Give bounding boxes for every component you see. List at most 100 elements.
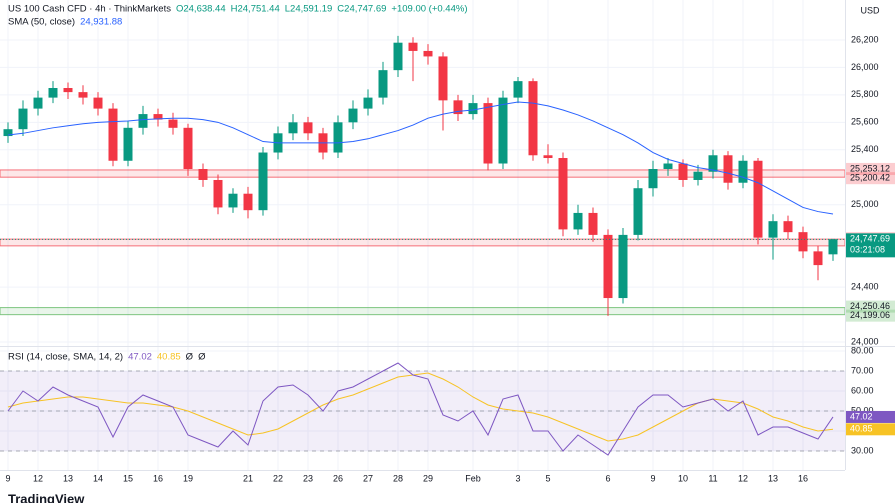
time-label: 14 <box>93 473 103 483</box>
candle-body <box>243 193 253 211</box>
time-label: 19 <box>183 473 193 483</box>
rsi-tick-label: 80.00 <box>851 345 874 355</box>
price-tick-label: 25,400 <box>851 144 879 154</box>
last-price-label: 24,747.69 <box>850 234 890 244</box>
candle-body <box>18 108 28 130</box>
zone-label: 25,200.42 <box>850 173 890 183</box>
candle-body <box>288 122 298 134</box>
rsi-tick-label: 60.00 <box>851 385 874 395</box>
time-label: 13 <box>63 473 73 483</box>
candle-body <box>363 97 373 109</box>
price-tick-label: 25,800 <box>851 89 879 99</box>
candle-body <box>453 100 463 115</box>
rsi-legend-extra: Ø <box>186 352 194 363</box>
candle-body <box>108 108 118 161</box>
rsi-band <box>0 371 845 451</box>
candle-body <box>813 251 823 266</box>
candle-body <box>393 42 403 71</box>
price-tick-label: 26,000 <box>851 62 879 72</box>
candle-body <box>603 234 613 299</box>
rsi-legend-extra: Ø <box>198 352 206 363</box>
rsi-badge <box>846 410 895 423</box>
rsi-badge-label: 47.02 <box>850 411 873 421</box>
candle-body <box>483 103 493 164</box>
candle-body <box>783 221 793 233</box>
candle-body <box>678 163 688 180</box>
candle-body <box>663 163 673 169</box>
candle-body <box>348 108 358 123</box>
time-label: 26 <box>333 473 343 483</box>
price-tick-label: 25,600 <box>851 117 879 127</box>
candle-body <box>78 92 88 98</box>
candle-body <box>3 129 13 137</box>
candle-body <box>408 42 418 51</box>
time-label: 9 <box>5 473 10 483</box>
candle-body <box>138 114 148 128</box>
time-label: 11 <box>708 473 717 483</box>
rsi-badge <box>846 423 895 436</box>
rsi-line <box>7 372 834 442</box>
candle-body <box>513 81 523 98</box>
candle-body <box>213 179 223 208</box>
rsi-line <box>7 362 834 456</box>
time-label: 5 <box>545 473 550 483</box>
ohlc-value: O24,638.44 <box>176 4 226 15</box>
zone-label: 24,199.06 <box>850 310 890 320</box>
countdown: 03:21:08 <box>850 245 885 255</box>
time-label: 21 <box>243 473 253 483</box>
time-label: 23 <box>303 473 313 483</box>
candle-body <box>693 171 703 180</box>
instrument-title: US 100 Cash CFD · 4h · ThinkMarkets <box>8 4 171 15</box>
rsi-tick-label: 30.00 <box>851 445 874 455</box>
last-price-badge <box>846 233 895 258</box>
time-label: 16 <box>153 473 163 483</box>
time-label: 9 <box>650 473 655 483</box>
candle-body <box>828 239 838 255</box>
candle-body <box>183 127 193 169</box>
zone-badge <box>846 300 895 313</box>
candle-body <box>648 168 658 189</box>
candle-body <box>123 127 133 161</box>
candle-body <box>543 155 553 159</box>
candle-body <box>303 122 313 134</box>
zone <box>0 307 846 316</box>
candle-body <box>528 81 538 156</box>
zone-label: 25,253.12 <box>850 163 890 173</box>
candle-body <box>258 152 268 211</box>
time-label: Feb <box>465 473 481 483</box>
branding: TradingView <box>8 491 85 503</box>
candle-body <box>198 168 208 180</box>
time-label: 13 <box>768 473 778 483</box>
candle-body <box>438 56 448 101</box>
zone <box>0 238 846 247</box>
rsi-legend-value: 40.85 <box>157 352 181 363</box>
rsi-tick-label: 50.00 <box>851 405 874 415</box>
time-label: 28 <box>393 473 403 483</box>
candle-body <box>168 119 178 128</box>
time-label: 12 <box>738 473 748 483</box>
price-tick-label: 24,400 <box>851 281 879 291</box>
candle-body <box>708 155 718 172</box>
candle-body <box>378 70 388 98</box>
candle-body <box>468 103 478 115</box>
rsi-badge-label: 40.85 <box>850 424 873 434</box>
candle-body <box>93 97 103 109</box>
time-label: 29 <box>423 473 433 483</box>
candle-body <box>618 234 628 299</box>
price-tick-label: 26,200 <box>851 34 879 44</box>
rsi-legend-value: 47.02 <box>128 352 152 363</box>
time-label: 10 <box>678 473 688 483</box>
candle-body <box>588 212 598 235</box>
ohlc-value: C24,747.69 <box>337 4 386 15</box>
time-label: 22 <box>273 473 283 483</box>
candle-body <box>573 212 583 230</box>
ohlc-value: +109.00 (+0.44%) <box>391 4 467 15</box>
currency: USD <box>860 5 880 15</box>
candle-body <box>63 88 73 93</box>
candle-body <box>33 97 43 109</box>
time-label: 3 <box>515 473 520 483</box>
price-tick-label: 25,000 <box>851 199 879 209</box>
price-tick-label: 24,000 <box>851 336 879 346</box>
sma-line <box>7 101 834 215</box>
zone-badge <box>846 172 895 185</box>
